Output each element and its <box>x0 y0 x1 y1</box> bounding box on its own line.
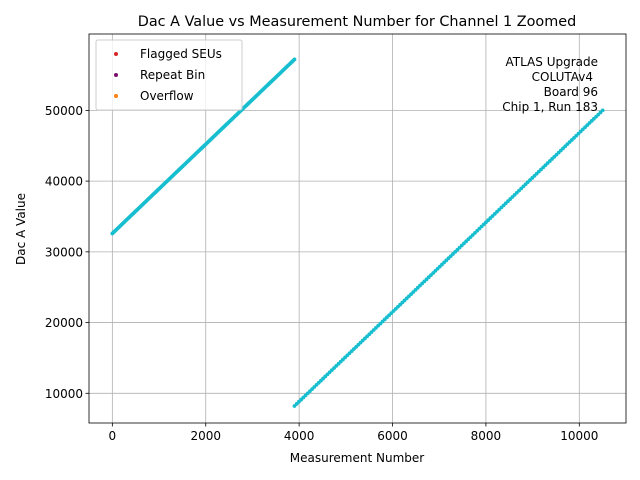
legend-label-overflow: Overflow <box>140 89 194 103</box>
y-tick-label: 20000 <box>45 316 83 330</box>
data-point <box>292 57 297 62</box>
y-tick-label: 30000 <box>45 245 83 259</box>
data-point <box>600 108 605 113</box>
legend: Flagged SEUs Repeat Bin Overflow <box>95 39 243 111</box>
chart-title: Dac A Value vs Measurement Number for Ch… <box>138 14 576 30</box>
annotation-line: ATLAS Upgrade <box>505 55 598 69</box>
y-tick-label: 50000 <box>45 104 83 118</box>
annotation-line: Board 96 <box>544 85 598 99</box>
legend-label-flagged-seus: Flagged SEUs <box>140 47 222 61</box>
grid-layer <box>89 34 626 423</box>
x-tick-label: 10000 <box>560 429 598 443</box>
x-tick-label: 4000 <box>284 429 315 443</box>
x-axis-label: Measurement Number <box>290 451 424 465</box>
y-tick-label: 40000 <box>45 175 83 189</box>
x-tick-label: 2000 <box>190 429 221 443</box>
y-axis-label: Dac A Value <box>14 193 28 265</box>
annotation-line: COLUTAv4 <box>532 70 593 84</box>
legend-box <box>95 39 243 111</box>
x-tick-label: 0 <box>109 429 117 443</box>
legend-marker-flagged-seus <box>114 52 118 56</box>
x-tick-label: 8000 <box>471 429 502 443</box>
legend-marker-overflow <box>114 94 118 98</box>
legend-label-repeat-bin: Repeat Bin <box>140 68 205 82</box>
annotation-line: Chip 1, Run 183 <box>502 100 598 114</box>
data-layer <box>110 57 605 408</box>
x-tick-label: 6000 <box>377 429 408 443</box>
y-tick-label: 10000 <box>45 387 83 401</box>
axes-frame <box>88 33 627 424</box>
legend-marker-repeat-bin <box>114 73 118 77</box>
annotation-box: ATLAS Upgrade COLUTAv4 Board 96 Chip 1, … <box>502 55 598 114</box>
tick-layer: 0 2000 4000 6000 8000 10000 10000 20000 30000 400… <box>45 104 599 443</box>
